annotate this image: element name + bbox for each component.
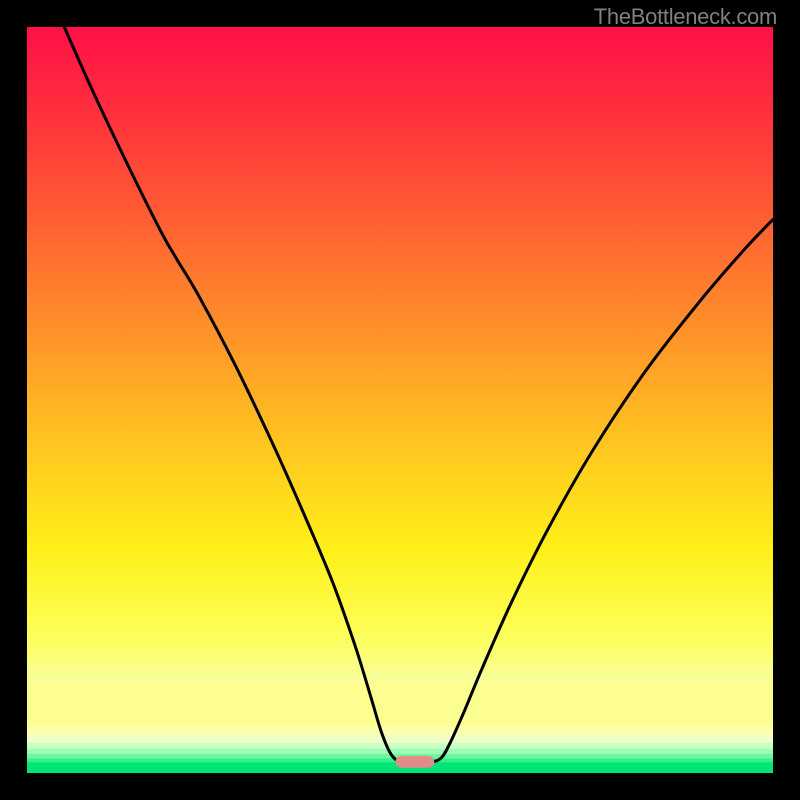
optimal-marker: [27, 27, 773, 773]
plot-area: [27, 27, 773, 773]
chart-container: { "watermark": { "text": "TheBottleneck.…: [0, 0, 800, 800]
watermark-text: TheBottleneck.com: [594, 4, 777, 30]
